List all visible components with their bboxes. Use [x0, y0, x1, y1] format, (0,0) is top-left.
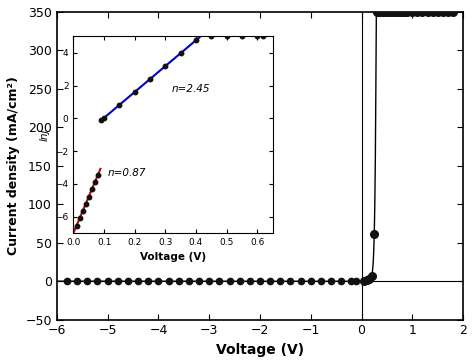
Y-axis label: lnJ: lnJ — [40, 128, 50, 141]
Text: n=0.87: n=0.87 — [107, 168, 146, 178]
X-axis label: Voltage (V): Voltage (V) — [140, 252, 206, 262]
Text: n=2.45: n=2.45 — [172, 84, 210, 94]
X-axis label: Voltage (V): Voltage (V) — [216, 343, 304, 357]
Y-axis label: Current density (mA/cm²): Current density (mA/cm²) — [7, 76, 20, 255]
